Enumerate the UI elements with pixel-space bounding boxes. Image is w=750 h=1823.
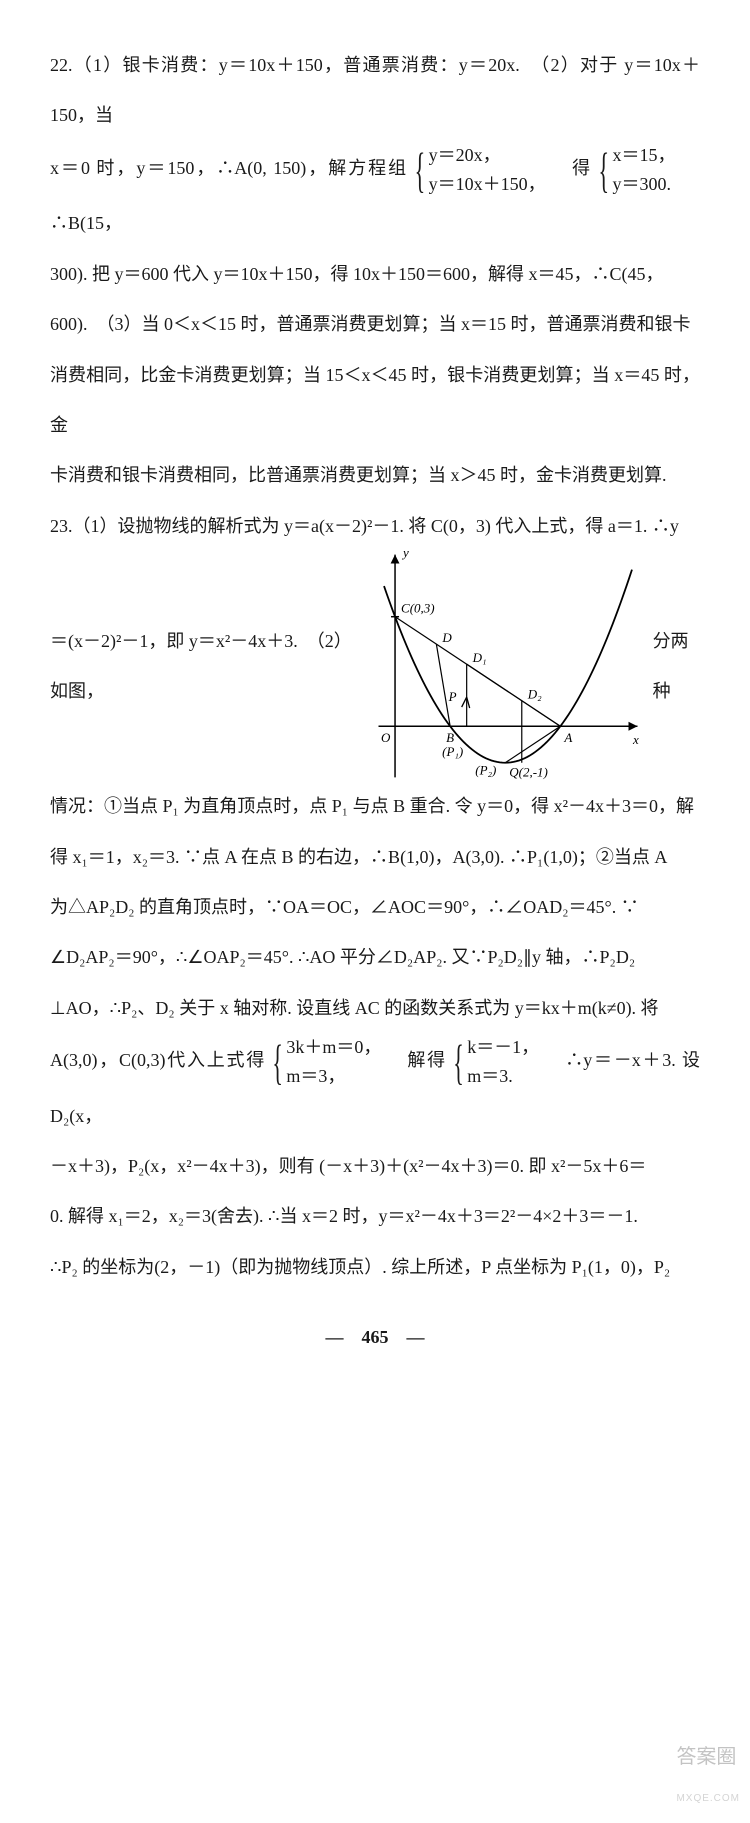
svg-text:D₂: D₂ (526, 687, 541, 702)
p22-line-c: 300). 把 y＝600 代入 y＝10x＋150，得 10x＋150＝600… (50, 249, 700, 299)
p22-line-e: 消费相同，比金卡消费更划算；当 15＜x＜45 时，银卡消费更划算；当 x＝45… (50, 350, 700, 451)
sys-bot: m＝3. (467, 1066, 513, 1086)
text: 得 (552, 158, 592, 178)
svg-text:O: O (381, 730, 391, 745)
svg-text:C(0,3): C(0,3) (401, 601, 435, 616)
sys-bot: y＝300. (613, 174, 672, 194)
svg-text:Q(2,-1): Q(2,-1) (509, 765, 548, 780)
text: 解得 (388, 1050, 447, 1070)
page-number: 465 (362, 1327, 389, 1347)
p23-line-e: 为△AP₂D₂ 的直角顶点时，∵OA＝OC，∠AOC＝90°，∴∠OAD₂＝45… (50, 882, 700, 932)
text: x＝0 时，y＝150，∴A(0, 150)，解方程组 (50, 158, 408, 178)
p23-line-i: －x＋3)，P₂(x，x²－4x＋3)，则有 (－x＋3)＋(x²－4x＋3)＝… (50, 1141, 700, 1191)
watermark-main: 答案圈 (676, 1746, 736, 1768)
text: A(3,0)，C(0,3)代入上式得 (50, 1050, 266, 1070)
p23-line-k: ∴P₂ 的坐标为(2，－1)（即为抛物线顶点）. 综上所述，P 点坐标为 P₁(… (50, 1242, 700, 1292)
equation-system: k＝－1， m＝3. (453, 1033, 539, 1091)
watermark-sub: MXQE.COM (676, 1785, 740, 1813)
watermark: 答案圈 MXQE.COM (676, 1729, 740, 1813)
p23-line-h: A(3,0)，C(0,3)代入上式得 3k＋m＝0， m＝3， 解得 k＝－1，… (50, 1033, 700, 1141)
svg-text:(P₂): (P₂) (475, 763, 496, 778)
page-footer: — 465 — (50, 1312, 700, 1362)
p22-line-d: 600). （3）当 0＜x＜15 时，普通票消费更划算；当 x＝15 时，普通… (50, 299, 700, 349)
svg-text:A: A (563, 730, 572, 745)
sys-top: y＝20x， (429, 145, 501, 165)
p23-line-j: 0. 解得 x₁＝2，x₂＝3(舍去). ∴当 x＝2 时，y＝x²－4x＋3＝… (50, 1191, 700, 1241)
svg-text:B: B (446, 730, 454, 745)
text-right: 分两种 (653, 616, 700, 717)
svg-text:P: P (447, 689, 456, 704)
svg-text:x: x (632, 732, 639, 747)
text-left: ＝(x－2)²－1，即 y＝x²－4x＋3. （2）如图， (50, 616, 363, 717)
equation-system: 3k＋m＝0， m＝3， (272, 1033, 381, 1091)
equation-system: x＝15， y＝300. (599, 141, 676, 199)
p22-line-b: x＝0 时，y＝150，∴A(0, 150)，解方程组 y＝20x， y＝10x… (50, 141, 700, 249)
p23-line-f: ∠D₂AP₂＝90°，∴∠OAP₂＝45°. ∴AO 平分∠D₂AP₂. 又∵P… (50, 932, 700, 982)
svg-text:D: D (441, 630, 452, 645)
sys-top: k＝－1， (467, 1037, 539, 1057)
svg-text:y: y (401, 551, 409, 560)
p23-line-b-with-figure: ＝(x－2)²－1，即 y＝x²－4x＋3. （2）如图， Ox y C(0,3) D… (50, 551, 700, 781)
p22-line-a: 22.（1）银卡消费：y＝10x＋150，普通票消费：y＝20x. （2）对于 … (50, 40, 700, 141)
sys-top: x＝15， (613, 145, 676, 165)
sys-bot: m＝3， (286, 1066, 345, 1086)
svg-text:D₁: D₁ (471, 650, 486, 665)
parabola-figure: Ox y C(0,3) D D₁ D₂ P B(P₁) A Q(2,-1) (P₂) (373, 551, 643, 781)
p22-line-f: 卡消费和银卡消费相同，比普通票消费更划算；当 x＞45 时，金卡消费更划算. (50, 450, 700, 500)
sys-bot: y＝10x＋150， (429, 174, 546, 194)
p23-line-a: 23.（1）设抛物线的解析式为 y＝a(x－2)²－1. 将 C(0，3) 代入… (50, 501, 700, 551)
p23-line-c: 情况：①当点 P₁ 为直角顶点时，点 P₁ 与点 B 重合. 令 y＝0，得 x… (50, 781, 700, 831)
sys-top: 3k＋m＝0， (286, 1037, 381, 1057)
p23-line-d: 得 x₁＝1，x₂＝3. ∵点 A 在点 B 的右边，∴B(1,0)，A(3,0… (50, 832, 700, 882)
p23-line-g: ⊥AO，∴P₂、D₂ 关于 x 轴对称. 设直线 AC 的函数关系式为 y＝kx… (50, 983, 700, 1033)
svg-text:(P₁): (P₁) (442, 744, 463, 759)
equation-system: y＝20x， y＝10x＋150， (415, 141, 546, 199)
